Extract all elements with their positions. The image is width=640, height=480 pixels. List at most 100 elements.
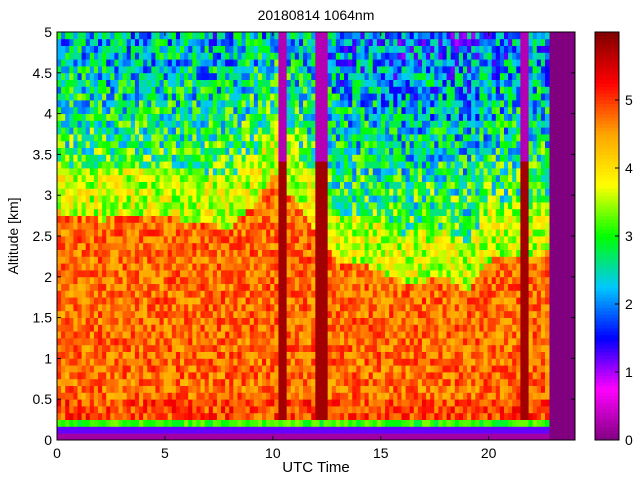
heatmap-cell	[229, 236, 234, 244]
heatmap-cell	[61, 256, 66, 264]
heatmap-cell	[110, 385, 115, 393]
heatmap-cell	[143, 236, 148, 244]
heatmap-cell	[200, 45, 206, 53]
heatmap-cell	[167, 161, 173, 169]
heatmap-cell	[376, 270, 382, 278]
heatmap-cell	[212, 140, 218, 148]
heatmap-cell	[180, 249, 185, 257]
heatmap-cell	[278, 59, 283, 67]
heatmap-cell	[266, 195, 271, 203]
heatmap-cell	[98, 215, 103, 223]
heatmap-cell	[245, 208, 251, 216]
heatmap-cell	[229, 365, 234, 373]
heatmap-cell	[294, 100, 300, 108]
heatmap-cell	[118, 195, 124, 203]
heatmap-cell	[175, 127, 181, 135]
heatmap-cell	[290, 331, 296, 339]
heatmap-cell	[196, 297, 201, 305]
heatmap-cell	[69, 38, 74, 46]
heatmap-cell	[130, 249, 136, 257]
heatmap-cell	[130, 263, 136, 271]
heatmap-cell	[298, 52, 304, 60]
heatmap-cell	[184, 168, 189, 176]
heatmap-cell	[163, 263, 169, 271]
heatmap-cell	[130, 222, 136, 230]
heatmap-cell	[114, 378, 119, 386]
heatmap-cell	[385, 174, 390, 182]
heatmap-cell	[229, 127, 234, 135]
heatmap-cell	[344, 385, 349, 393]
heatmap-cell	[249, 202, 255, 210]
heatmap-cell	[266, 236, 271, 244]
heatmap-cell	[139, 365, 144, 373]
heatmap-cell	[134, 378, 140, 386]
heatmap-cell	[130, 168, 136, 176]
heatmap-cell	[122, 195, 128, 203]
heatmap-cell	[200, 331, 206, 339]
heatmap-cell	[118, 127, 124, 135]
heatmap-cell	[266, 276, 271, 284]
heatmap-cell	[106, 134, 111, 142]
heatmap-cell	[118, 263, 124, 271]
heatmap-cell	[159, 249, 165, 257]
heatmap-cell	[339, 256, 345, 264]
heatmap-cell	[192, 270, 197, 278]
heatmap-cell	[257, 249, 263, 257]
heatmap-cell	[327, 324, 333, 332]
heatmap-cell	[81, 32, 87, 40]
heatmap-cell	[393, 208, 398, 216]
heatmap-cell	[163, 66, 169, 74]
heatmap-cell	[294, 188, 300, 196]
heatmap-cell	[356, 120, 361, 128]
heatmap-cell	[360, 154, 365, 162]
heatmap-cell	[225, 66, 230, 74]
heatmap-cell	[171, 215, 177, 223]
heatmap-cell	[204, 283, 210, 291]
heatmap-cell	[225, 140, 230, 148]
heatmap-cell	[380, 426, 386, 434]
heatmap-cell	[274, 79, 279, 87]
heatmap-cell	[126, 59, 132, 67]
heatmap-cell	[85, 120, 91, 128]
heatmap-cell	[221, 283, 226, 291]
heatmap-cell	[171, 249, 177, 257]
heatmap-cell	[93, 256, 99, 264]
heatmap-cell	[344, 283, 349, 291]
heatmap-cell	[143, 86, 148, 94]
heatmap-cell	[93, 140, 99, 148]
heatmap-cell	[364, 147, 370, 155]
heatmap-cell	[126, 351, 132, 359]
heatmap-cell	[311, 426, 316, 434]
heatmap-cell	[208, 147, 214, 155]
heatmap-cell	[65, 385, 70, 393]
heatmap-cell	[221, 310, 226, 318]
heatmap-cell	[253, 276, 259, 284]
heatmap-cell	[175, 140, 181, 148]
heatmap-cell	[221, 45, 226, 53]
heatmap-cell	[262, 93, 267, 101]
heatmap-cell	[126, 372, 132, 380]
heatmap-cell	[208, 161, 214, 169]
heatmap-cell	[323, 38, 329, 46]
heatmap-cell	[69, 358, 74, 366]
heatmap-cell	[229, 406, 234, 414]
heatmap-cell	[171, 324, 177, 332]
heatmap-cell	[241, 120, 247, 128]
heatmap-cell	[126, 338, 132, 346]
heatmap-cell	[192, 304, 197, 312]
heatmap-cell	[212, 222, 218, 230]
heatmap-cell	[356, 324, 361, 332]
heatmap-cell	[368, 406, 374, 414]
heatmap-cell	[311, 263, 316, 271]
heatmap-cell	[380, 45, 386, 53]
heatmap-cell	[110, 66, 115, 74]
heatmap-cell	[212, 317, 218, 325]
heatmap-cell	[294, 283, 300, 291]
heatmap-cell	[204, 208, 210, 216]
heatmap-cell	[81, 310, 87, 318]
heatmap-cell	[339, 45, 345, 53]
heatmap-cell	[98, 236, 103, 244]
heatmap-cell	[139, 310, 144, 318]
heatmap-cell	[221, 208, 226, 216]
heatmap-cell	[167, 276, 173, 284]
